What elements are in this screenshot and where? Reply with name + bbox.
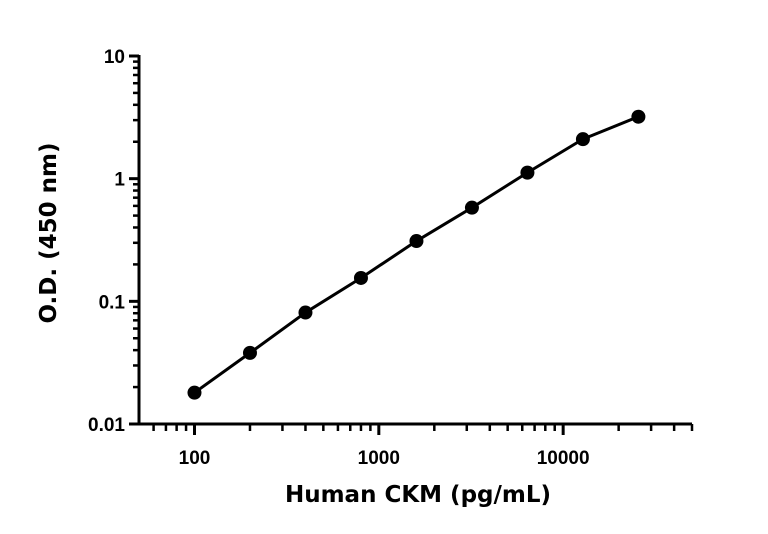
- data-point: [187, 385, 202, 400]
- x-axis-title: Human CKM (pg/mL): [285, 482, 551, 508]
- x-tick-label: 1000: [358, 448, 400, 469]
- data-point: [464, 200, 479, 215]
- tick-labels: 0.01 0.1 1 10 100 1000 10000: [88, 47, 590, 469]
- y-tick-label: 10: [104, 47, 125, 68]
- data-point: [631, 109, 646, 124]
- data-point: [575, 132, 590, 147]
- data-series: [187, 109, 646, 400]
- y-tick-label: 0.1: [99, 292, 126, 313]
- data-point: [520, 165, 535, 180]
- data-point: [242, 345, 257, 360]
- data-point: [353, 270, 368, 285]
- axis-ticks: [129, 54, 694, 435]
- data-point: [298, 305, 313, 320]
- axes: [137, 55, 692, 426]
- y-axis-title: O.D. (450 nm): [36, 142, 62, 323]
- x-tick-label: 100: [179, 448, 211, 469]
- y-tick-label: 0.01: [88, 415, 125, 436]
- x-tick-label: 10000: [537, 448, 590, 469]
- data-point: [409, 234, 424, 249]
- curve-line: [193, 115, 639, 394]
- y-tick-label: 1: [114, 170, 125, 191]
